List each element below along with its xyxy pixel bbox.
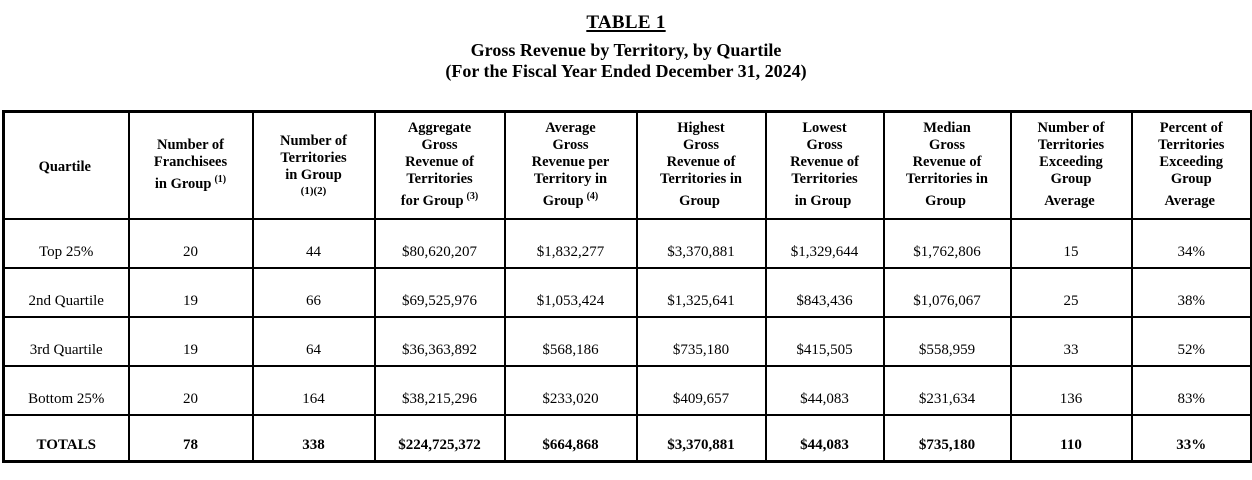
table-cell: 110 (1009, 413, 1133, 463)
table-cell: $415,505 (764, 315, 885, 367)
table-subtitle: (For the Fiscal Year Ended December 31, … (445, 61, 807, 81)
data-row-bottom-25pct: Bottom 25% 20 164 $38,215,296 $233,020 $… (2, 364, 1252, 416)
col-header-median-gross-revenue: Median Gross Revenue of Territories in G… (882, 110, 1012, 220)
table-number: TABLE 1 (586, 12, 666, 33)
table-cell: 338 (251, 413, 376, 463)
col-header-territories-exceeding-average: Number of Territories Exceeding Group Av… (1009, 110, 1133, 220)
row-label-cell: Top 25% (2, 217, 130, 269)
row-label-cell: Bottom 25% (2, 364, 130, 416)
table-cell: 19 (127, 266, 254, 318)
table-cell: $409,657 (635, 364, 767, 416)
table-cell: $735,180 (882, 413, 1012, 463)
row-label-cell: TOTALS (2, 413, 130, 463)
col-header-percent-exceeding-average: Percent of Territories Exceeding Group A… (1130, 110, 1252, 220)
table-cell: 34% (1130, 217, 1252, 269)
title-block: TABLE 1 Gross Revenue by Territory, by Q… (0, 0, 1252, 82)
col-header-territories-in-group: Number of Territories in Group (1)(2) (251, 110, 376, 220)
table-cell: $1,329,644 (764, 217, 885, 269)
table-cell: 64 (251, 315, 376, 367)
table-cell: 83% (1130, 364, 1252, 416)
data-row-2nd-quartile: 2nd Quartile 19 66 $69,525,976 $1,053,42… (2, 266, 1252, 318)
table-cell: $568,186 (503, 315, 638, 367)
table-cell: $1,325,641 (635, 266, 767, 318)
table-cell: 52% (1130, 315, 1252, 367)
table-cell: $80,620,207 (373, 217, 506, 269)
table-cell: $224,725,372 (373, 413, 506, 463)
table-cell: $69,525,976 (373, 266, 506, 318)
table-cell: $1,762,806 (882, 217, 1012, 269)
footnote-marker: (3) (466, 191, 479, 203)
table-cell: $1,076,067 (882, 266, 1012, 318)
col-header-average-gross-revenue: Average Gross Revenue per Territory in G… (503, 110, 638, 220)
table-cell: $233,020 (503, 364, 638, 416)
table-cell: 38% (1130, 266, 1252, 318)
table-cell: $664,868 (503, 413, 638, 463)
data-row-3rd-quartile: 3rd Quartile 19 64 $36,363,892 $568,186 … (2, 315, 1252, 367)
col-header-franchisees-in-group: Number of Franchisees in Group (1) (127, 110, 254, 220)
table-cell: $3,370,881 (635, 217, 767, 269)
table-title: Gross Revenue by Territory, by Quartile (470, 40, 782, 60)
totals-row: TOTALS 78 338 $224,725,372 $664,868 $3,3… (2, 413, 1252, 463)
table-cell: 33 (1009, 315, 1133, 367)
table-cell: $44,083 (764, 413, 885, 463)
table-cell: $38,215,296 (373, 364, 506, 416)
table-cell: $36,363,892 (373, 315, 506, 367)
table-cell: 33% (1130, 413, 1252, 463)
row-label-cell: 3rd Quartile (2, 315, 130, 367)
table-header-row: Quartile Number of Franchisees in Group(… (2, 110, 1252, 220)
col-header-highest-gross-revenue: Highest Gross Revenue of Territories in … (635, 110, 767, 220)
table-cell: 25 (1009, 266, 1133, 318)
table-cell: $3,370,881 (635, 413, 767, 463)
table-cell: 66 (251, 266, 376, 318)
table-cell: 78 (127, 413, 254, 463)
table-cell: 19 (127, 315, 254, 367)
table-cell: 164 (251, 364, 376, 416)
table-cell: $735,180 (635, 315, 767, 367)
col-header-quartile: Quartile (2, 110, 130, 220)
table-cell: $44,083 (764, 364, 885, 416)
table-cell: 136 (1009, 364, 1133, 416)
table-cell: $1,832,277 (503, 217, 638, 269)
table-cell: 15 (1009, 217, 1133, 269)
col-header-aggregate-gross-revenue: Aggregate Gross Revenue of Territories f… (373, 110, 506, 220)
footnote-marker: (4) (586, 191, 599, 203)
footnote-marker: (1)(2) (300, 185, 327, 198)
table-cell: $843,436 (764, 266, 885, 318)
gross-revenue-by-quartile-table: Quartile Number of Franchisees in Group(… (2, 110, 1252, 463)
footnote-marker: (1) (214, 174, 227, 186)
table-cell: 20 (127, 217, 254, 269)
data-row-top-25pct: Top 25% 20 44 $80,620,207 $1,832,277 $3,… (2, 217, 1252, 269)
table-cell: 20 (127, 364, 254, 416)
table-cell: 44 (251, 217, 376, 269)
table-cell: $231,634 (882, 364, 1012, 416)
table-cell: $558,959 (882, 315, 1012, 367)
table-cell: $1,053,424 (503, 266, 638, 318)
row-label-cell: 2nd Quartile (2, 266, 130, 318)
col-header-lowest-gross-revenue: Lowest Gross Revenue of Territories in G… (764, 110, 885, 220)
